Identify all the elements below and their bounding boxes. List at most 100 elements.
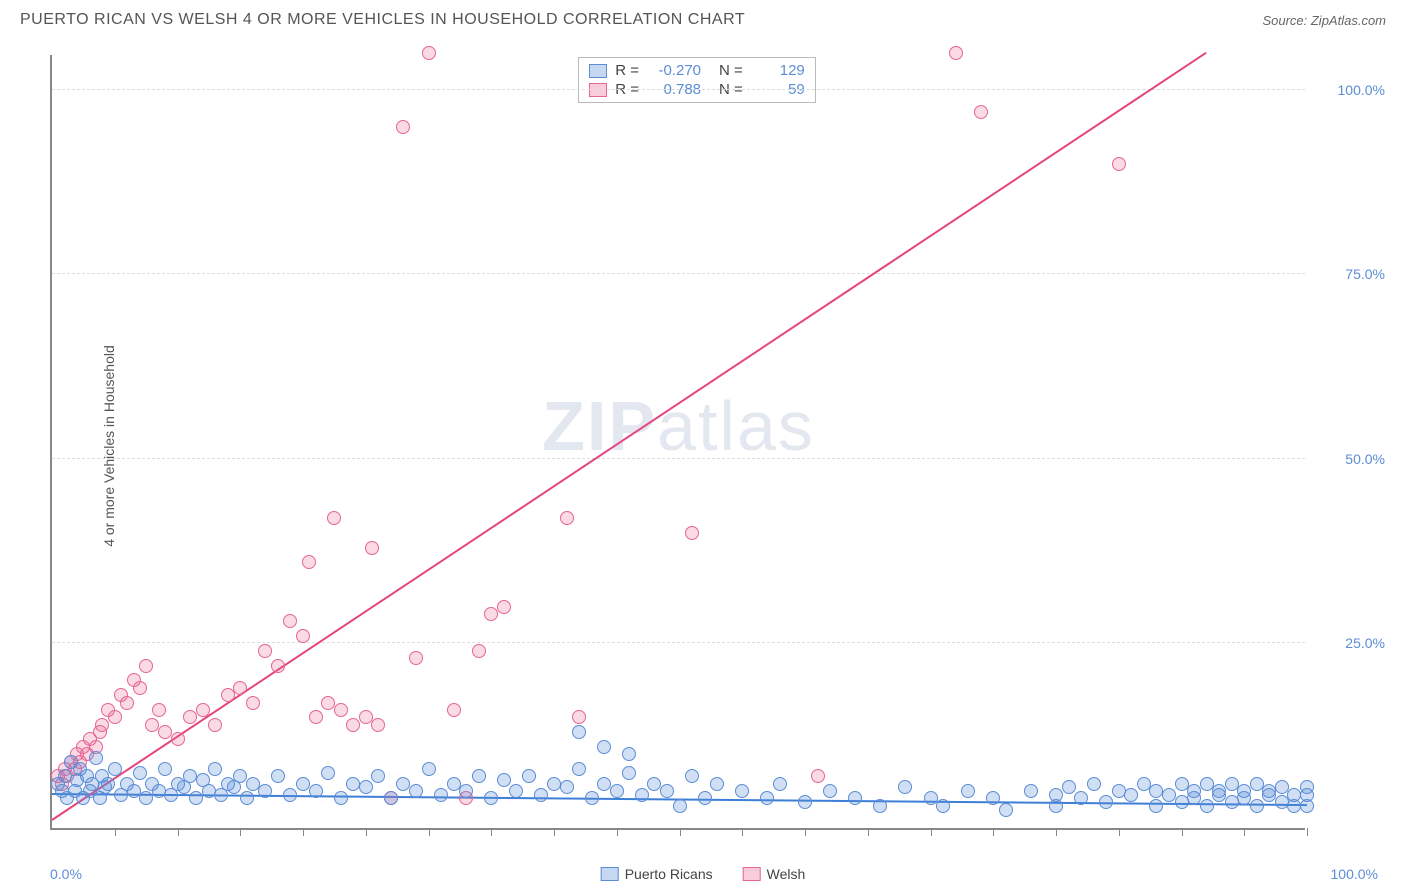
data-point [635, 788, 649, 802]
data-point [698, 791, 712, 805]
data-point [133, 766, 147, 780]
data-point [302, 555, 316, 569]
data-point [773, 777, 787, 791]
data-point [208, 762, 222, 776]
data-point [986, 791, 1000, 805]
data-point [120, 696, 134, 710]
data-point [422, 46, 436, 60]
data-point [585, 791, 599, 805]
x-tick [491, 828, 492, 836]
data-point [221, 688, 235, 702]
r-label: R = [615, 62, 639, 79]
data-point [1087, 777, 1101, 791]
data-point [610, 784, 624, 798]
data-point [334, 791, 348, 805]
data-point [183, 710, 197, 724]
data-point [139, 659, 153, 673]
data-point [258, 644, 272, 658]
data-point [572, 762, 586, 776]
gridline [52, 89, 1305, 90]
data-point [509, 784, 523, 798]
y-tick-label: 75.0% [1315, 266, 1385, 282]
welsh-trend-line [51, 51, 1207, 820]
data-point [522, 769, 536, 783]
data-point [396, 120, 410, 134]
data-point [365, 541, 379, 555]
data-point [334, 703, 348, 717]
data-point [271, 769, 285, 783]
data-point [974, 105, 988, 119]
x-tick [868, 828, 869, 836]
data-point [622, 747, 636, 761]
data-point [710, 777, 724, 791]
x-tick [554, 828, 555, 836]
stats-box: R =-0.270N =129R =0.788N =59 [578, 57, 816, 103]
bottom-legend: Puerto RicansWelsh [601, 866, 806, 882]
n-value: 129 [755, 62, 805, 79]
n-label: N = [719, 62, 743, 79]
data-point [258, 784, 272, 798]
data-point [572, 710, 586, 724]
watermark-atlas: atlas [657, 387, 815, 465]
data-point [447, 703, 461, 717]
data-point [384, 791, 398, 805]
data-point [484, 791, 498, 805]
data-point [459, 784, 473, 798]
data-point [409, 651, 423, 665]
x-tick [1307, 828, 1308, 836]
gridline [52, 642, 1305, 643]
gridline [52, 273, 1305, 274]
x-tick [742, 828, 743, 836]
swatch-icon [743, 867, 761, 881]
data-point [1300, 780, 1314, 794]
x-axis-end-label: 100.0% [1331, 866, 1378, 882]
x-tick [931, 828, 932, 836]
x-tick [680, 828, 681, 836]
data-point [95, 718, 109, 732]
data-point [158, 762, 172, 776]
x-tick [993, 828, 994, 836]
data-point [196, 703, 210, 717]
y-tick-label: 100.0% [1315, 82, 1385, 98]
data-point [848, 791, 862, 805]
x-tick [303, 828, 304, 836]
data-point [936, 799, 950, 813]
data-point [898, 780, 912, 794]
x-tick [617, 828, 618, 836]
data-point [873, 799, 887, 813]
data-point [327, 511, 341, 525]
data-point [1112, 157, 1126, 171]
x-tick [1119, 828, 1120, 836]
r-value: -0.270 [651, 62, 701, 79]
data-point [1124, 788, 1138, 802]
data-point [359, 780, 373, 794]
data-point [296, 629, 310, 643]
swatch-icon [601, 867, 619, 881]
source-label: Source: ZipAtlas.com [1262, 13, 1386, 28]
data-point [811, 769, 825, 783]
data-point [472, 644, 486, 658]
swatch-icon [589, 64, 607, 78]
data-point [823, 784, 837, 798]
x-tick [366, 828, 367, 836]
data-point [152, 703, 166, 717]
legend-label: Puerto Ricans [625, 866, 713, 882]
data-point [139, 791, 153, 805]
data-point [999, 803, 1013, 817]
data-point [961, 784, 975, 798]
x-tick [1182, 828, 1183, 836]
data-point [560, 511, 574, 525]
y-tick-label: 25.0% [1315, 635, 1385, 651]
data-point [534, 788, 548, 802]
data-point [309, 710, 323, 724]
data-point [735, 784, 749, 798]
data-point [484, 607, 498, 621]
data-point [1024, 784, 1038, 798]
data-point [371, 718, 385, 732]
data-point [89, 751, 103, 765]
legend-item: Puerto Ricans [601, 866, 713, 882]
data-point [660, 784, 674, 798]
data-point [760, 791, 774, 805]
data-point [949, 46, 963, 60]
data-point [497, 773, 511, 787]
